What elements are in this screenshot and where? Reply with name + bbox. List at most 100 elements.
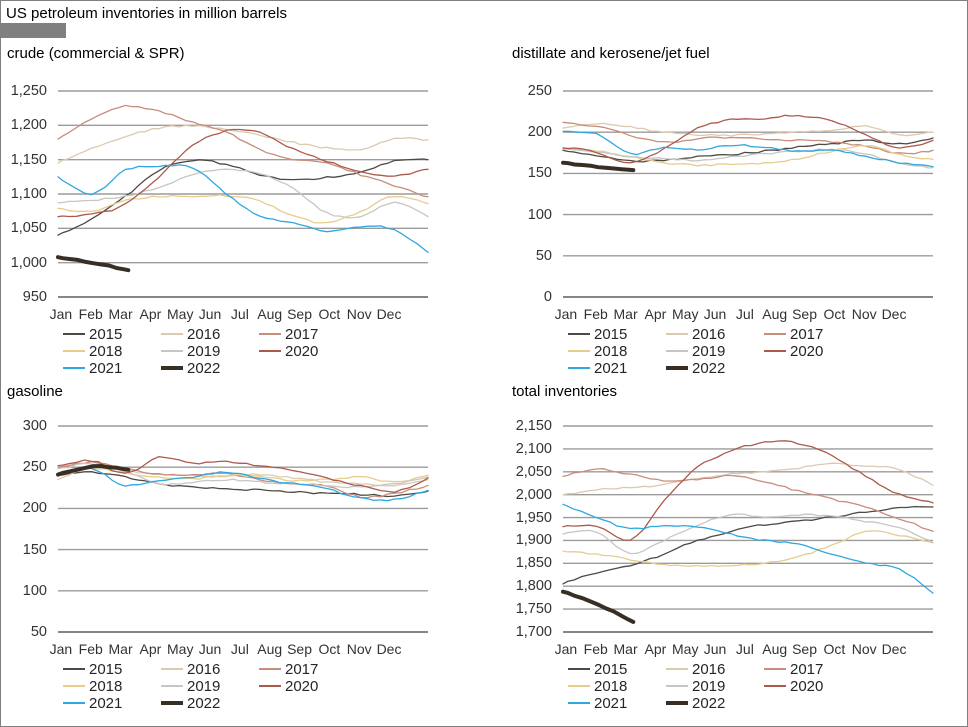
series-line-2015: [562, 505, 934, 585]
x-tick-label: Sep: [287, 641, 312, 657]
series-line-2022: [56, 463, 131, 477]
x-axis-labels-gasoline: Jan Feb Mar Apr May Jun Jul Aug Sep Oct Nov Dec: [46, 641, 404, 657]
legend-label-2021: 2021: [594, 360, 628, 377]
legend-label-2016: 2016: [187, 326, 221, 343]
figure-title: US petroleum inventories in million barr…: [6, 5, 287, 22]
series-line-2017: [562, 468, 934, 532]
x-tick-label: Oct: [318, 306, 341, 322]
x-tick-label: Dec: [376, 306, 402, 322]
legend-label-2021: 2021: [594, 695, 628, 712]
x-tick-label: Aug: [762, 641, 788, 657]
x-tick-label: Dec: [376, 641, 402, 657]
gray-block: [1, 23, 66, 38]
chart-panel-gasoline: gasoline Jan Feb Mar Apr May Jun Jul Aug Sep Oct N…: [1, 377, 464, 712]
y-tick-label: 1,950: [515, 509, 552, 526]
x-tick-label: Apr: [644, 641, 667, 657]
x-tick-label: Aug: [257, 641, 283, 657]
x-tick-label: Sep: [287, 306, 312, 322]
legend-swatch-2019: [666, 685, 688, 687]
x-tick-label: Sep: [792, 641, 817, 657]
x-tick-label: Apr: [139, 641, 162, 657]
series-line-2019: [57, 168, 429, 219]
legend-label-2020: 2020: [285, 343, 319, 360]
series-line-2019: [562, 513, 934, 555]
y-tick-label: 1,200: [10, 117, 47, 134]
x-tick-label: Jan: [49, 306, 73, 322]
legend-swatch-2019: [666, 350, 688, 352]
legend-swatch-2022: [161, 366, 183, 370]
y-tick-label: 200: [527, 124, 552, 141]
y-tick-label: 150: [527, 165, 552, 182]
y-tick-label: 1,700: [515, 624, 552, 640]
legend-label-2016: 2016: [187, 661, 221, 678]
x-tick-label: Oct: [318, 641, 341, 657]
series-line-2015: [57, 471, 429, 498]
y-tick-label: 100: [527, 206, 552, 223]
chart-title-total: total inventories: [512, 383, 618, 400]
series-line-2022: [561, 160, 636, 173]
x-tick-label: Nov: [346, 641, 372, 657]
y-tick-label: 2,000: [515, 486, 552, 503]
x-axis-labels-crude: Jan Feb Mar Apr May Jun Jul Aug Sep Oct Nov Dec: [46, 306, 404, 322]
x-tick-label: Apr: [139, 306, 162, 322]
legend-label-2015: 2015: [89, 661, 123, 678]
legend-swatch-2015: [63, 333, 85, 335]
x-tick-label: May: [672, 306, 699, 322]
legend-label-2017: 2017: [790, 661, 824, 678]
series-line-2019: [562, 148, 934, 169]
y-tick-label: 50: [535, 247, 552, 264]
x-tick-label: Apr: [644, 306, 667, 322]
y-tick-label: 1,000: [10, 254, 47, 271]
legend-label-2017: 2017: [285, 661, 319, 678]
series-line-2022: [561, 589, 636, 624]
y-tick-label: 0: [543, 289, 552, 305]
chart-panel-distillate: distillate and kerosene/jet fuel Jan Feb M…: [506, 39, 967, 377]
y-tick-label: 1,900: [515, 532, 552, 549]
legend-label-2022: 2022: [187, 360, 221, 377]
legend-swatch-2016: [161, 668, 183, 670]
legend-swatch-2019: [161, 685, 183, 687]
legend-swatch-2018: [63, 350, 85, 352]
chart-title-crude: crude (commercial & SPR): [7, 45, 185, 62]
legend-swatch-2017: [764, 333, 786, 335]
x-tick-label: Oct: [823, 641, 846, 657]
x-tick-label: Feb: [583, 641, 608, 657]
x-tick-label: Jun: [703, 306, 727, 322]
series-line-2016: [57, 124, 429, 164]
x-tick-label: Mar: [108, 306, 133, 322]
series-line-2017: [562, 121, 934, 155]
chart-plot-total: [561, 425, 934, 633]
x-tick-label: Feb: [583, 306, 608, 322]
chart-title-gasoline: gasoline: [7, 383, 63, 400]
x-tick-label: Nov: [851, 306, 877, 322]
legend-swatch-2020: [764, 685, 786, 687]
y-tick-label: 1,250: [10, 83, 47, 99]
legend-swatch-2022: [161, 701, 183, 705]
x-tick-label: Feb: [78, 306, 103, 322]
series-line-2022: [56, 255, 131, 273]
chart-panel-total: total inventories Jan Feb Mar Apr May Jun Jul A…: [506, 377, 967, 712]
x-tick-label: May: [167, 641, 194, 657]
x-tick-label: Jun: [198, 306, 222, 322]
legend-swatch-2022: [666, 701, 688, 705]
legend-swatch-2016: [666, 668, 688, 670]
x-tick-label: Mar: [108, 641, 133, 657]
series-line-2021: [562, 503, 934, 594]
chart-title-distillate: distillate and kerosene/jet fuel: [512, 45, 710, 62]
y-tick-label: 150: [22, 541, 47, 558]
x-tick-label: May: [672, 641, 699, 657]
series-line-2021: [57, 467, 429, 502]
y-tick-label: 1,800: [515, 578, 552, 595]
legend-swatch-2020: [259, 350, 281, 352]
x-tick-label: Dec: [881, 306, 907, 322]
x-tick-label: Feb: [78, 641, 103, 657]
legend-label-2015: 2015: [594, 661, 628, 678]
series-line-2016: [562, 122, 934, 137]
x-tick-label: Mar: [613, 306, 638, 322]
series-line-2020: [562, 114, 934, 164]
legend-swatch-2020: [259, 685, 281, 687]
legend-swatch-2017: [259, 668, 281, 670]
legend-label-2020: 2020: [790, 678, 824, 695]
legend-swatch-2021: [568, 367, 590, 369]
